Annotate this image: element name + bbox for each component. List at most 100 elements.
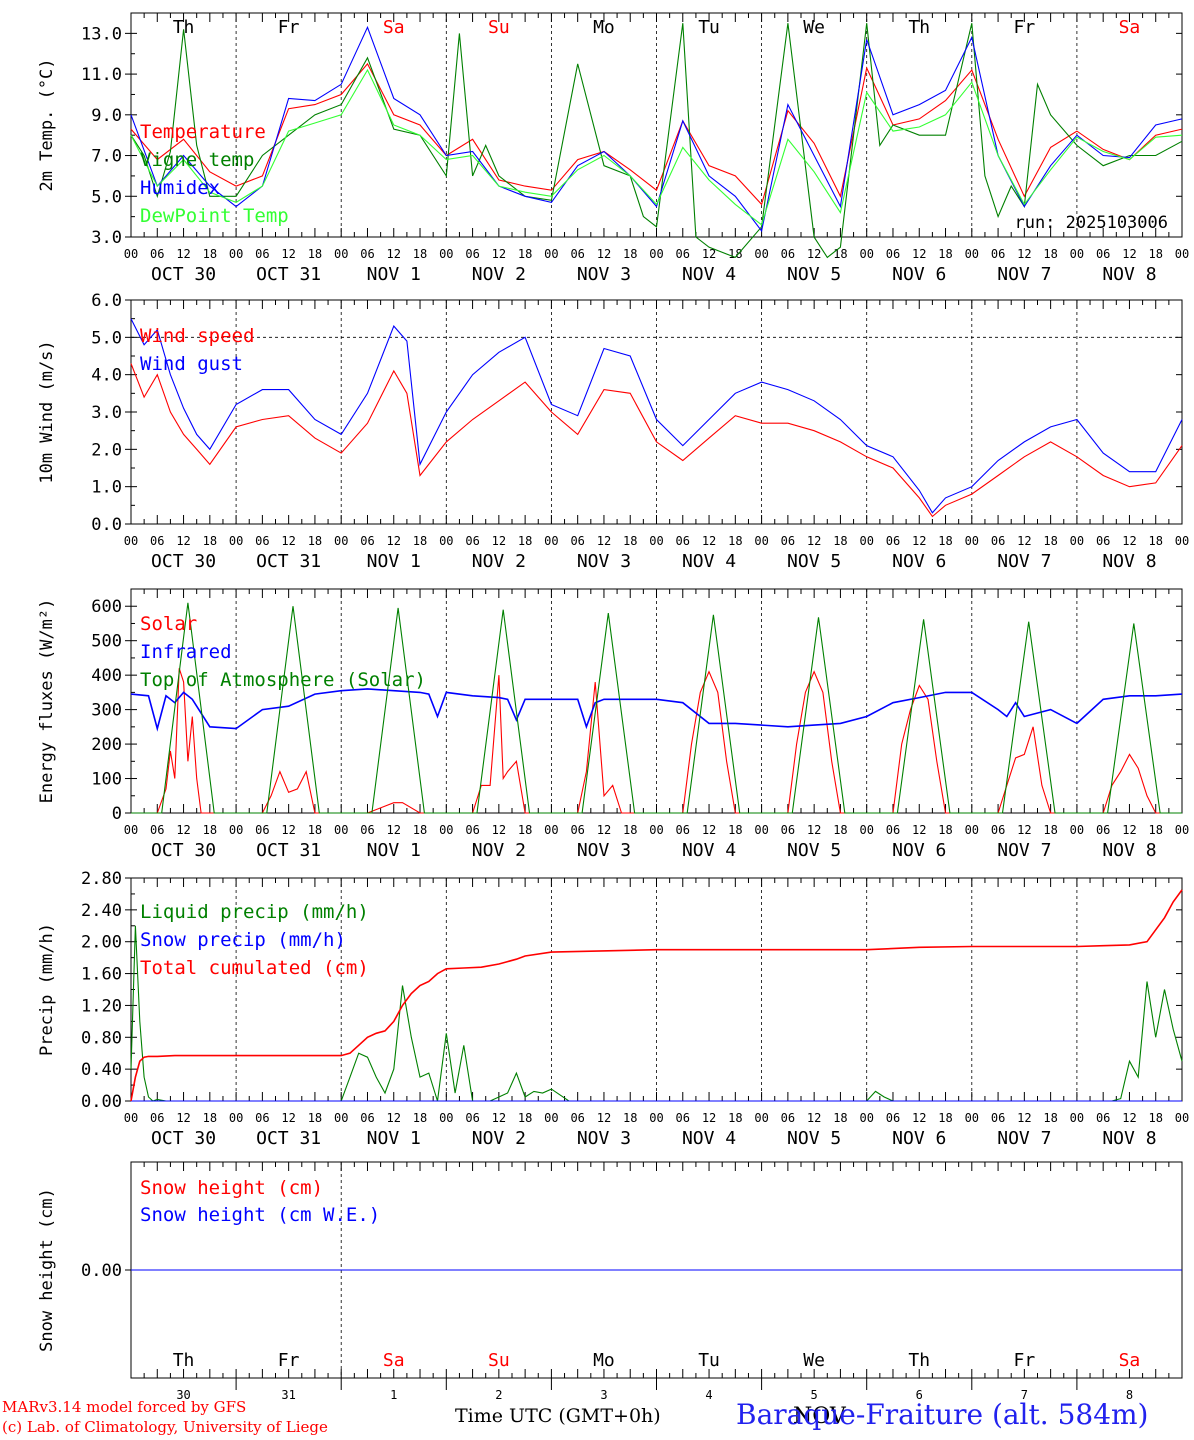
x-hour-label: 00 xyxy=(1175,823,1189,837)
panel-frame xyxy=(130,588,1183,814)
day-of-week-label: Th xyxy=(173,1350,195,1371)
day-of-week-label: We xyxy=(803,17,825,38)
day-of-week-label: Fr xyxy=(278,1350,300,1371)
x-hour-label: 06 xyxy=(255,534,269,548)
x-hour-label: 12 xyxy=(1017,823,1031,837)
legend-entry: Temperature xyxy=(140,121,266,143)
x-hour-label: 12 xyxy=(702,534,716,548)
x-hour-label: 12 xyxy=(807,823,821,837)
x-hour-label: 06 xyxy=(255,247,269,261)
y-tick-label: 0.80 xyxy=(81,1028,122,1048)
x-date-label: NOV 3 xyxy=(577,840,631,861)
x-hour-label: 12 xyxy=(1017,1111,1031,1125)
day-number-label: 3 xyxy=(600,1388,607,1402)
day-number-label: 5 xyxy=(811,1388,818,1402)
series-line xyxy=(130,23,1183,259)
x-hour-label: 06 xyxy=(1096,534,1110,548)
x-hour-label: 00 xyxy=(1070,1111,1084,1125)
y-tick-label: 1.0 xyxy=(91,478,122,498)
x-hour-label: 00 xyxy=(649,823,663,837)
x-hour-label: 18 xyxy=(1148,534,1162,548)
x-hour-label: 00 xyxy=(229,534,243,548)
x-hour-label: 12 xyxy=(597,534,611,548)
day-of-week-label: Th xyxy=(908,1350,930,1371)
legend-entry: Snow height (cm) xyxy=(140,1177,323,1199)
x-hour-label: 00 xyxy=(754,823,768,837)
x-date-label: NOV 1 xyxy=(367,1128,421,1149)
y-tick-label: 3.0 xyxy=(91,228,122,248)
day-number-label: 6 xyxy=(916,1388,923,1402)
y-axis-title: 10m Wind (m/s) xyxy=(37,340,57,483)
x-date-label: NOV 7 xyxy=(997,551,1051,572)
x-hour-label: 12 xyxy=(387,247,401,261)
day-of-week-label: Mo xyxy=(593,17,615,38)
x-hour-label: 12 xyxy=(1122,1111,1136,1125)
panel-precip: 0.00 0.40 0.80 1.20 1.60 2.00 2.40 2.80 Precip (… xyxy=(37,869,1189,1149)
legend-entry: DewPoint Temp xyxy=(140,205,289,227)
y-tick-label: 100 xyxy=(91,770,122,790)
x-date-label: NOV 1 xyxy=(367,551,421,572)
x-hour-label: 06 xyxy=(360,1111,374,1125)
x-hour-label: 12 xyxy=(597,1111,611,1125)
x-hour-label: 00 xyxy=(754,247,768,261)
x-date-label: NOV 4 xyxy=(682,551,736,572)
x-hour-label: 00 xyxy=(649,247,663,261)
x-hour-label: 06 xyxy=(150,823,164,837)
x-date-label: NOV 8 xyxy=(1102,1128,1156,1149)
x-hour-label: 18 xyxy=(203,534,217,548)
x-hour-label: 18 xyxy=(938,247,952,261)
legend-entry: Infrared xyxy=(140,641,232,663)
x-hour-label: 18 xyxy=(833,823,847,837)
x-hour-label: 18 xyxy=(518,247,532,261)
panel-energy: 0 100 200 300 400 500 600 Energy fluxes (W/m²) 0… xyxy=(37,588,1189,861)
y-tick-label: 600 xyxy=(91,597,122,617)
y-tick-label: 0.40 xyxy=(81,1060,122,1080)
day-number-label: 2 xyxy=(495,1388,502,1402)
x-hour-label: 18 xyxy=(1043,823,1057,837)
x-hour-label: 12 xyxy=(176,823,190,837)
x-date-label: OCT 31 xyxy=(256,840,321,861)
x-date-label: NOV 2 xyxy=(472,1128,526,1149)
x-hour-label: 00 xyxy=(859,823,873,837)
x-hour-label: 06 xyxy=(465,823,479,837)
x-hour-label: 06 xyxy=(676,534,690,548)
x-hour-label: 00 xyxy=(1070,823,1084,837)
x-hour-label: 18 xyxy=(728,534,742,548)
credit-line-2: (c) Lab. of Climatology, University of L… xyxy=(2,1418,328,1436)
x-hour-label: 06 xyxy=(886,247,900,261)
x-hour-label: 00 xyxy=(229,823,243,837)
x-hour-label: 12 xyxy=(492,534,506,548)
x-hour-label: 00 xyxy=(124,1111,138,1125)
x-date-label: OCT 30 xyxy=(151,264,216,285)
panel-frame xyxy=(130,299,1183,525)
day-of-week-label: Sa xyxy=(1119,17,1141,38)
run-label: run: 2025103006 xyxy=(1014,213,1168,233)
x-hour-label: 12 xyxy=(492,1111,506,1125)
y-axis-title: Energy fluxes (W/m²) xyxy=(37,599,57,804)
x-axis-label: Time UTC (GMT+0h) xyxy=(455,1405,661,1427)
x-hour-label: 18 xyxy=(413,823,427,837)
x-hour-label: 00 xyxy=(439,1111,453,1125)
x-hour-label: 12 xyxy=(807,534,821,548)
x-date-label: NOV 5 xyxy=(787,551,841,572)
x-date-label: NOV 7 xyxy=(997,264,1051,285)
x-hour-label: 06 xyxy=(570,1111,584,1125)
x-hour-label: 06 xyxy=(1096,823,1110,837)
x-hour-label: 12 xyxy=(912,1111,926,1125)
x-hour-label: 18 xyxy=(518,1111,532,1125)
x-hour-label: 18 xyxy=(308,534,322,548)
x-hour-label: 12 xyxy=(807,247,821,261)
x-hour-label: 00 xyxy=(334,534,348,548)
x-hour-label: 18 xyxy=(1043,534,1057,548)
x-hour-label: 00 xyxy=(334,823,348,837)
legend-entry: Snow precip (mm/h) xyxy=(140,929,346,951)
x-hour-label: 06 xyxy=(465,534,479,548)
x-hour-label: 12 xyxy=(176,1111,190,1125)
y-tick-label: 0.00 xyxy=(81,1092,122,1112)
y-tick-label: 11.0 xyxy=(81,65,122,85)
y-tick-label: 1.60 xyxy=(81,965,122,985)
x-hour-label: 18 xyxy=(203,247,217,261)
legend-entry: Liquid precip (mm/h) xyxy=(140,901,369,923)
x-hour-label: 06 xyxy=(255,823,269,837)
